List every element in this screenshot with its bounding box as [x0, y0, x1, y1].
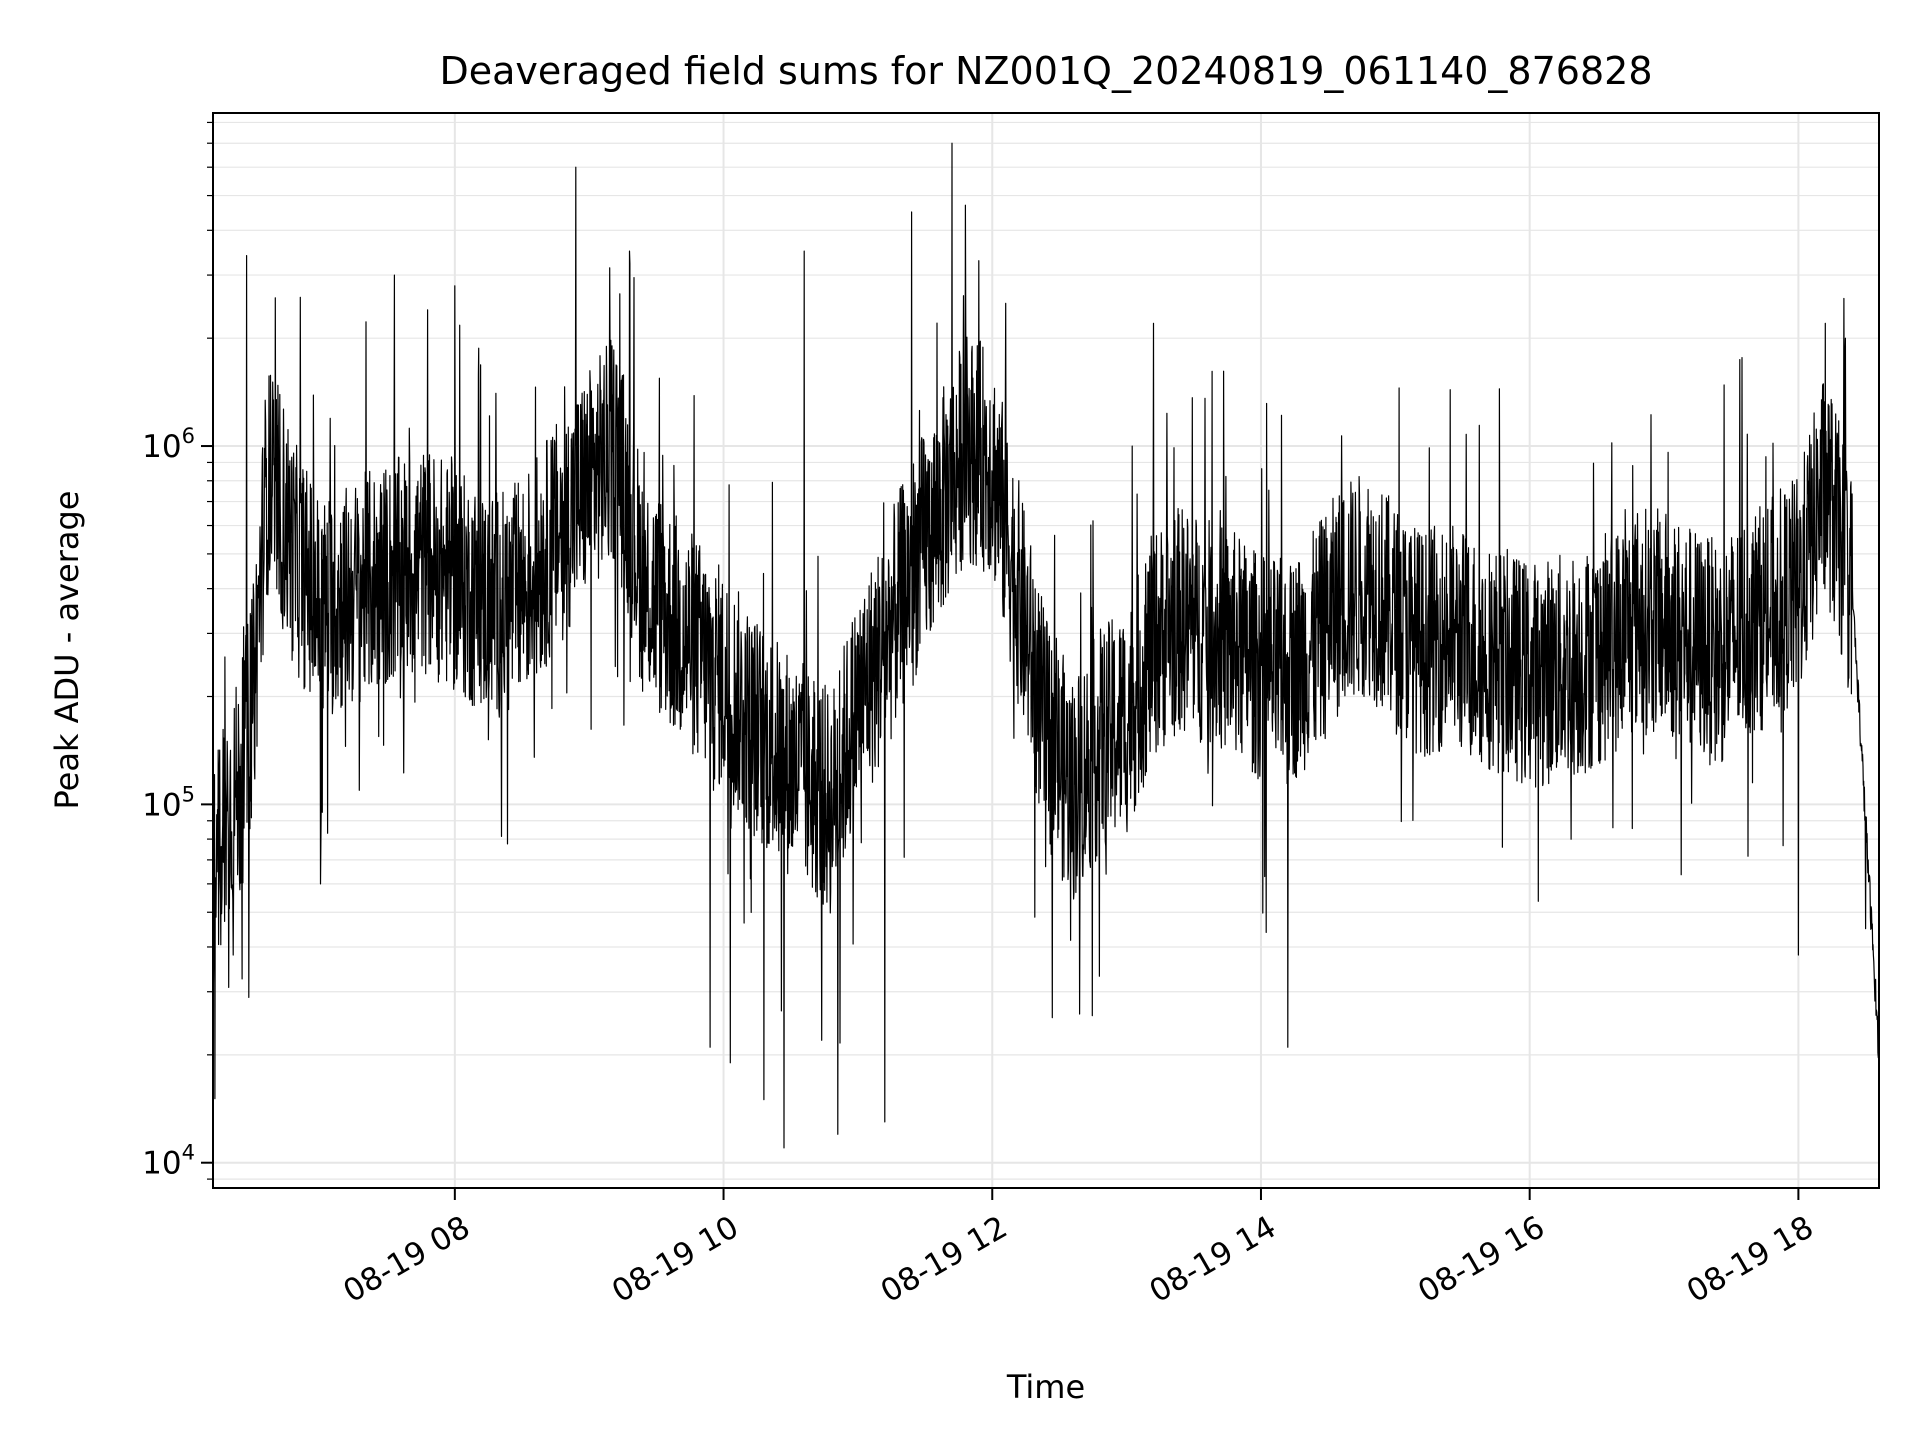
y-tick-label: 104: [142, 1141, 195, 1182]
y-tick-label: 105: [142, 782, 195, 823]
y-axis-title: Peak ADU - average: [48, 491, 86, 810]
y-axis: 104 105 106: [142, 121, 213, 1182]
axes-frame: [212, 112, 1880, 1189]
series-line: [213, 142, 1879, 1149]
chart-title: Deaveraged field sums for NZ001Q_2024081…: [439, 49, 1652, 93]
plot-area: [213, 142, 1879, 1149]
y-tick-label: 106: [142, 424, 195, 465]
x-axis-title: Time: [1006, 1368, 1085, 1406]
